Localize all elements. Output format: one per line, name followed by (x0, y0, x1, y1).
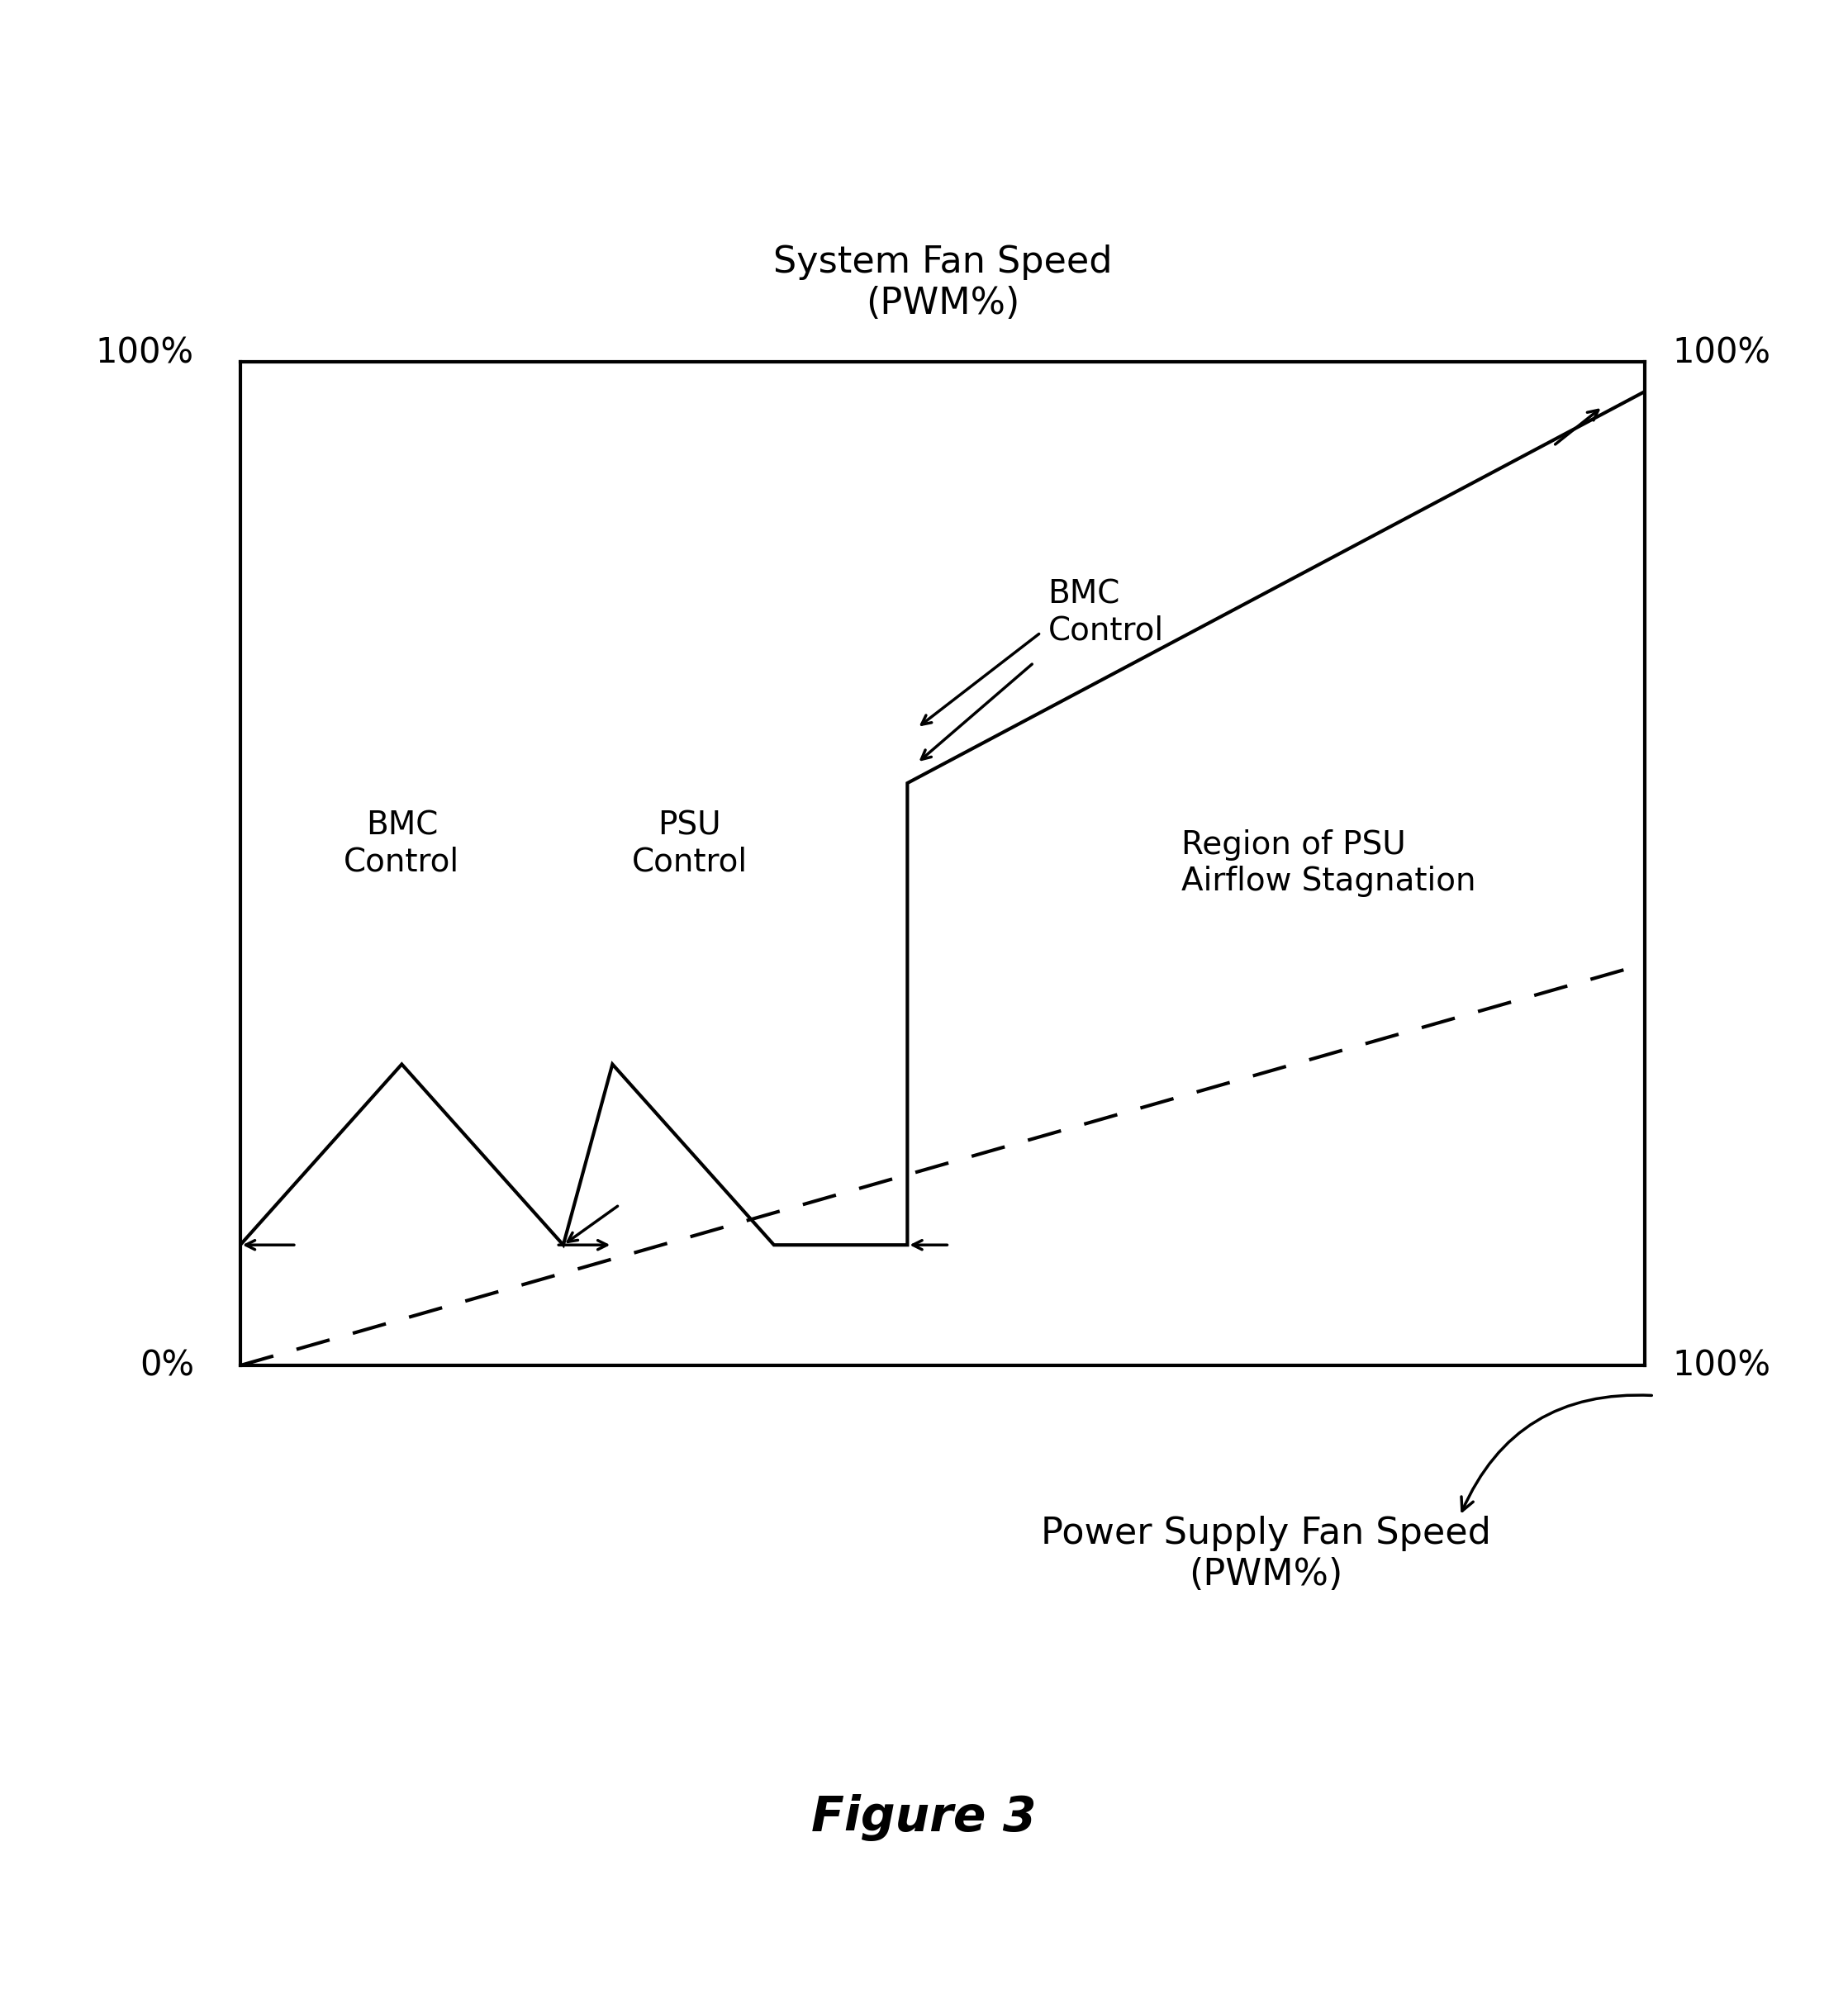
Text: Region of PSU
Airflow Stagnation: Region of PSU Airflow Stagnation (1181, 829, 1477, 898)
Text: Figure 3: Figure 3 (811, 1793, 1037, 1841)
Text: BMC
Control: BMC Control (1048, 578, 1164, 647)
Text: 0%: 0% (139, 1347, 194, 1384)
Text: 100%: 100% (1672, 1347, 1770, 1384)
Text: BMC
Control: BMC Control (344, 809, 460, 877)
Text: System Fan Speed
(PWM%): System Fan Speed (PWM%) (772, 245, 1112, 321)
Text: 100%: 100% (96, 335, 194, 371)
Text: 100%: 100% (1672, 335, 1770, 371)
Text: PSU
Control: PSU Control (632, 809, 748, 877)
Text: Power Supply Fan Speed
(PWM%): Power Supply Fan Speed (PWM%) (1040, 1516, 1491, 1592)
